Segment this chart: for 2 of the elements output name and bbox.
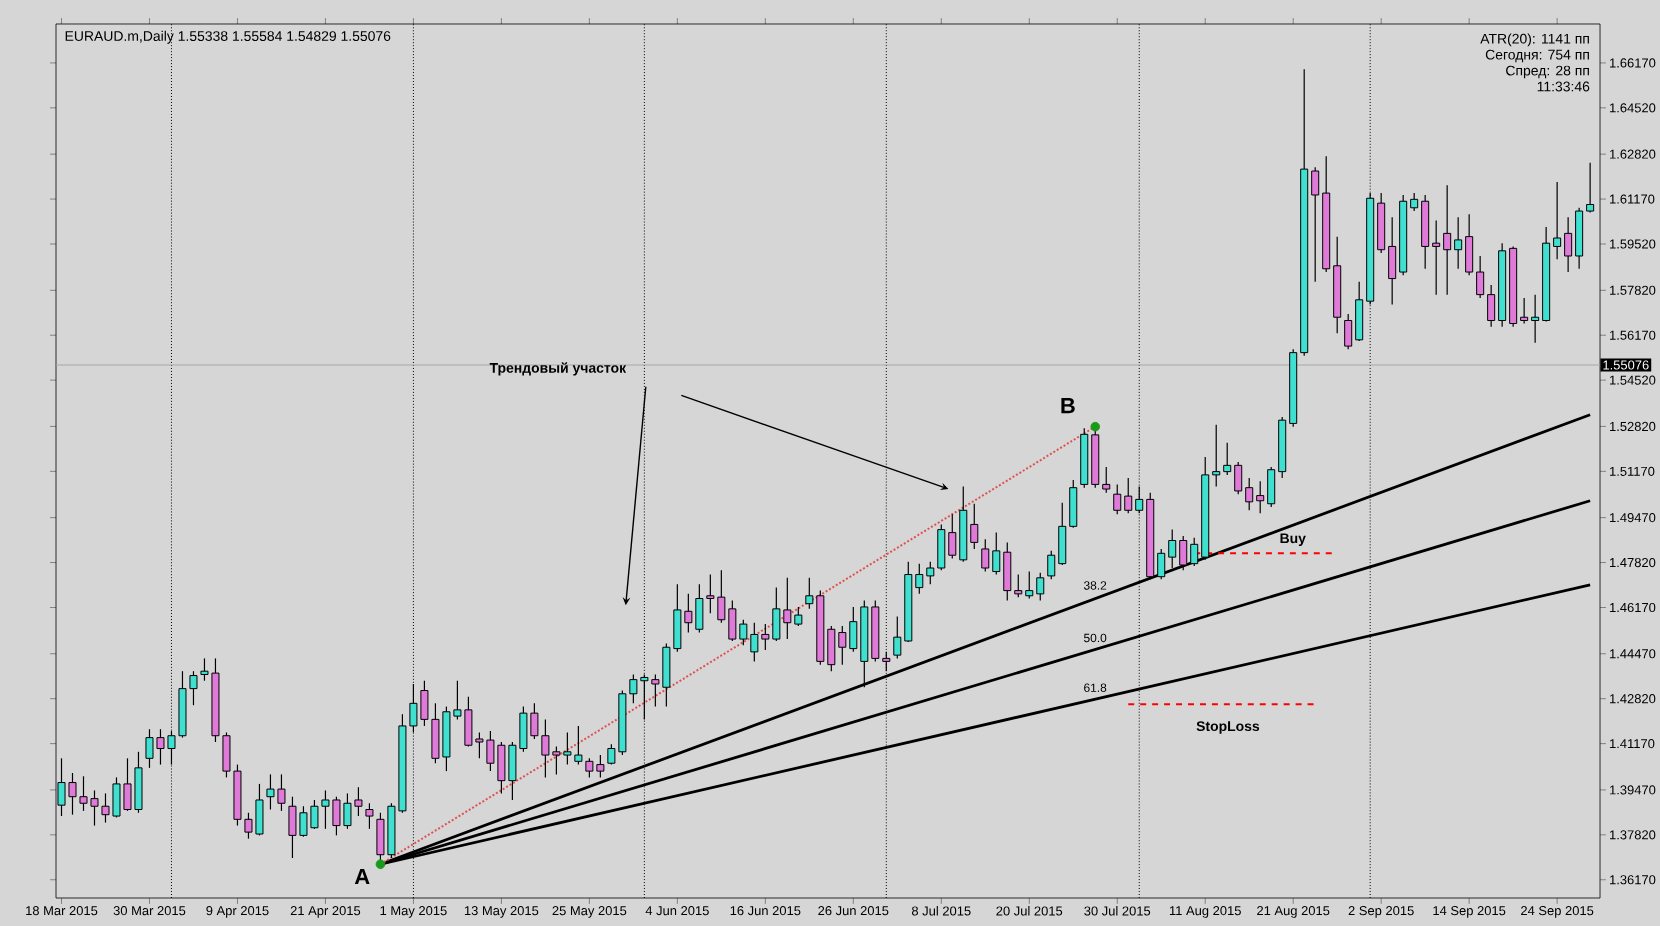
annotation: B xyxy=(1061,398,1075,414)
annotation: A xyxy=(354,868,370,885)
